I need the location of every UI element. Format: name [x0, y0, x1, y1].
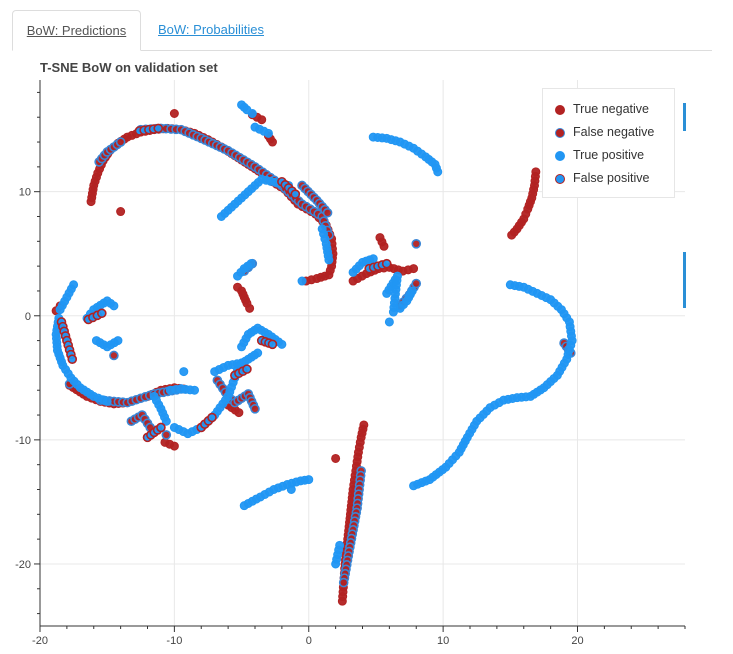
data-point-true-positive	[388, 307, 398, 317]
legend-item-true-negative: True negative	[555, 99, 649, 119]
x-tick-label: 10	[437, 635, 449, 647]
x-tick-label: 0	[306, 635, 312, 647]
data-point-true-negative	[409, 264, 419, 274]
legend-dot-true-positive	[555, 150, 565, 161]
data-point-true-positive	[102, 396, 112, 406]
data-point-true-negative	[267, 137, 277, 147]
data-point-false-positive	[242, 364, 252, 374]
legend-item-true-positive: True positive	[555, 145, 644, 165]
tab-bar: BoW: Predictions BoW: Probabilities	[12, 10, 712, 51]
data-point-true-negative	[116, 207, 126, 217]
data-point-true-negative	[531, 167, 541, 177]
data-point-false-positive	[381, 258, 392, 269]
data-point-true-positive	[505, 280, 515, 290]
data-point-false-positive	[207, 412, 217, 423]
data-point-true-positive	[69, 280, 79, 290]
x-tick-label: 20	[571, 635, 583, 647]
data-point-true-positive	[286, 485, 296, 494]
data-point-true-positive	[277, 339, 287, 349]
data-point-false-positive	[97, 308, 107, 319]
data-point-false-negative	[109, 350, 119, 361]
legend-item-false-negative: False negative	[555, 122, 654, 142]
scroll-indicator-top[interactable]	[683, 103, 686, 131]
y-tick-label: -20	[15, 559, 31, 571]
data-point-true-positive	[253, 348, 263, 358]
x-tick-label: -10	[166, 635, 182, 647]
legend-label-false-positive: False positive	[573, 171, 650, 185]
data-point-true-negative	[169, 441, 179, 451]
data-point-true-positive	[368, 254, 378, 264]
data-point-true-positive	[304, 475, 314, 485]
data-point-true-positive	[324, 255, 334, 265]
tab-bow-predictions[interactable]: BoW: Predictions	[12, 10, 141, 51]
data-point-true-positive	[190, 385, 200, 395]
data-point-false-negative	[411, 278, 422, 289]
data-point-true-positive	[407, 286, 417, 296]
legend-label-false-negative: False negative	[573, 125, 655, 139]
y-tick-label: 10	[19, 187, 31, 199]
legend-dot-false-negative	[555, 127, 565, 138]
data-point-false-positive	[67, 354, 78, 365]
data-point-true-negative	[169, 109, 179, 119]
data-point-true-positive	[113, 336, 123, 346]
data-point-false-negative	[322, 207, 333, 218]
data-point-true-positive	[179, 367, 189, 377]
data-point-false-negative	[161, 430, 172, 440]
scroll-indicator-middle[interactable]	[683, 252, 686, 308]
legend: True negative False negative True positi…	[542, 88, 675, 198]
y-tick-label: 0	[25, 311, 31, 323]
legend-label-true-negative: True negative	[573, 102, 649, 116]
data-point-true-negative	[234, 408, 244, 418]
data-point-true-positive	[297, 276, 307, 286]
legend-dot-true-negative	[555, 104, 565, 115]
y-tick-label: -10	[15, 435, 31, 447]
data-point-false-negative	[250, 404, 260, 414]
legend-item-false-positive: False positive	[555, 168, 649, 188]
data-point-false-negative	[338, 577, 349, 588]
data-point-true-positive	[335, 540, 345, 550]
data-point-true-negative	[331, 453, 341, 463]
data-point-false-positive	[267, 339, 278, 350]
chart-title: T-SNE BoW on validation set	[40, 60, 218, 75]
data-point-true-negative	[359, 420, 369, 430]
data-point-true-positive	[263, 128, 273, 138]
data-point-false-positive	[156, 422, 166, 433]
data-point-true-negative	[257, 115, 267, 125]
legend-label-true-positive: True positive	[573, 148, 645, 162]
data-point-false-positive	[290, 189, 301, 199]
data-point-true-positive	[246, 259, 256, 269]
tab-bow-probabilities[interactable]: BoW: Probabilities	[158, 22, 264, 37]
data-point-true-negative	[379, 241, 389, 251]
x-tick-label: -20	[32, 635, 48, 647]
legend-dot-false-positive	[555, 173, 565, 184]
data-point-true-positive	[384, 317, 394, 327]
data-point-true-positive	[247, 109, 257, 119]
data-point-true-positive	[161, 416, 171, 426]
data-point-false-negative	[115, 137, 126, 147]
data-point-true-positive	[109, 301, 119, 311]
data-point-false-negative	[411, 239, 422, 249]
data-point-false-positive	[153, 123, 164, 134]
data-point-true-negative	[245, 303, 255, 313]
data-point-true-positive	[433, 167, 443, 177]
